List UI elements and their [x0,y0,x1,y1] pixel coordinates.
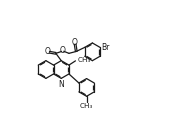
Text: CH₃: CH₃ [80,104,93,109]
Text: CH₃: CH₃ [77,57,90,63]
Text: N: N [58,80,64,89]
Text: O: O [45,47,51,56]
Text: O: O [72,38,78,47]
Text: Br: Br [102,43,110,52]
Text: O: O [60,46,66,55]
